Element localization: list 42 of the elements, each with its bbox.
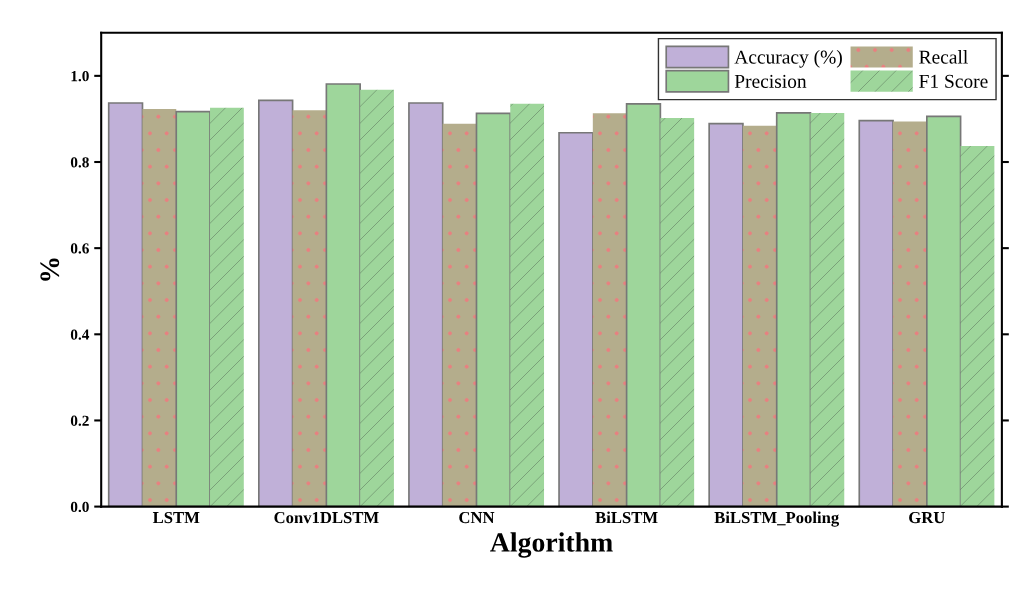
bar bbox=[475, 112, 512, 507]
bar bbox=[558, 131, 594, 507]
y-tick-label: 0.4 bbox=[70, 329, 90, 340]
bar bbox=[360, 89, 394, 507]
y-tick-label: 0.8 bbox=[70, 157, 89, 168]
x-tick-label: GRU bbox=[909, 511, 945, 524]
bar bbox=[107, 102, 144, 507]
bar bbox=[292, 110, 327, 507]
bar bbox=[257, 99, 294, 507]
bar bbox=[742, 125, 777, 507]
y-tick-label: 0.0 bbox=[70, 501, 89, 513]
bar bbox=[810, 112, 845, 507]
x-axis-title: Algorithm bbox=[490, 532, 613, 558]
bar bbox=[708, 122, 744, 507]
bar bbox=[142, 109, 177, 507]
legend-label: Accuracy (%) bbox=[734, 50, 842, 68]
x-tick-label: Conv1DLSTM bbox=[274, 511, 379, 524]
y-tick-label: 0.6 bbox=[70, 243, 89, 254]
bar bbox=[660, 118, 695, 507]
bar bbox=[775, 112, 812, 507]
bar bbox=[408, 102, 444, 507]
bar bbox=[960, 146, 995, 507]
legend-label: Recall bbox=[919, 50, 968, 64]
bar bbox=[893, 121, 927, 507]
bar bbox=[175, 110, 211, 507]
x-tick-label: BiLSTM bbox=[595, 511, 658, 524]
legend-label: Precision bbox=[734, 74, 807, 88]
bar bbox=[858, 119, 894, 507]
y-tick-label: 1.0 bbox=[71, 71, 89, 82]
x-tick-label: LSTM bbox=[152, 511, 200, 524]
bar bbox=[210, 107, 244, 507]
bar bbox=[625, 103, 662, 507]
legend-label: F1 Score bbox=[919, 74, 988, 88]
bar bbox=[510, 103, 545, 507]
bar bbox=[325, 83, 361, 507]
y-axis-title: % bbox=[40, 258, 60, 281]
bar bbox=[442, 123, 477, 507]
bar bbox=[925, 115, 962, 507]
y-tick-label: 0.2 bbox=[70, 415, 89, 426]
x-tick-label: BiLSTM_Pooling bbox=[714, 511, 840, 527]
bar bbox=[592, 113, 627, 507]
x-tick-label: CNN bbox=[459, 511, 495, 524]
